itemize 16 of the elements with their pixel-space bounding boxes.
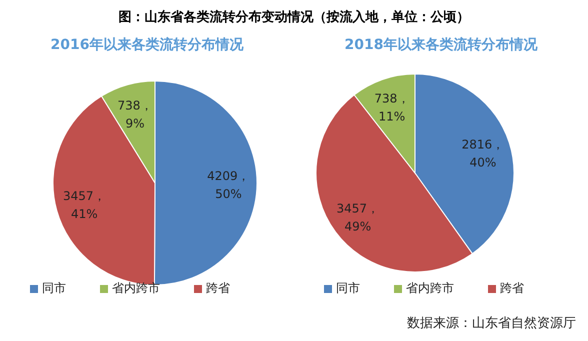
- legend-label: 同市: [42, 281, 66, 295]
- legend-label: 省内跨市: [406, 281, 454, 295]
- legend-label: 跨省: [500, 281, 524, 295]
- legend-label: 省内跨市: [112, 281, 160, 295]
- legend-label: 跨省: [206, 281, 230, 295]
- chart-title: 2018年以来各类流转分布情况: [344, 36, 538, 55]
- data-label: 738，11%: [374, 92, 410, 124]
- legend-label: 同市: [336, 281, 360, 295]
- data-label: 738，9%: [118, 98, 152, 130]
- chart-title: 2016年以来各类流转分布情况: [50, 36, 244, 55]
- text: 图：山东省各类流转分布变动情况（按流入地，单位：公顷）: [118, 8, 470, 26]
- source-note: 数据来源：山东省自然资源厅: [407, 315, 576, 332]
- data-label: 3457，41%: [63, 188, 106, 221]
- data-label: 3457，49%: [336, 202, 380, 234]
- data-label: 4209，50%: [207, 169, 250, 202]
- data-label: 2816，40%: [462, 137, 504, 170]
